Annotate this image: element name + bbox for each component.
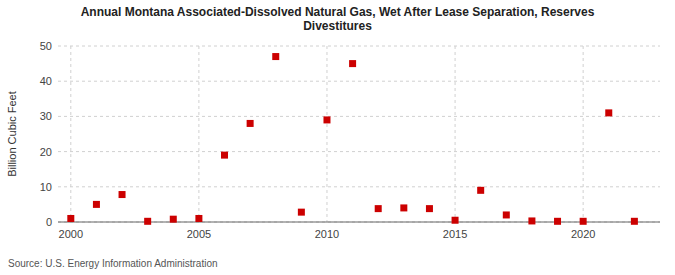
y-tick-label: 10 — [40, 181, 52, 193]
y-grid-line — [58, 116, 660, 117]
point — [631, 218, 638, 225]
point — [93, 201, 100, 208]
y-tick-label: 0 — [46, 216, 52, 228]
point — [272, 53, 279, 60]
x-tick-label: 2005 — [187, 228, 211, 240]
x-grid-line — [326, 46, 327, 222]
y-grid-line — [58, 151, 660, 152]
point — [426, 205, 433, 212]
y-grid-line — [58, 186, 660, 187]
title-line: Annual Montana Associated-Dissolved Natu… — [81, 5, 595, 19]
points — [67, 53, 638, 225]
y-grid-line — [58, 81, 660, 82]
y-tick-label: 30 — [40, 110, 52, 122]
point — [247, 120, 254, 127]
point — [119, 191, 126, 198]
point — [528, 217, 535, 224]
y-tick-label: 20 — [40, 146, 52, 158]
y-grid-line — [58, 46, 660, 47]
x-grid-line — [198, 46, 199, 222]
point — [221, 152, 228, 159]
point — [605, 109, 612, 116]
point — [375, 205, 382, 212]
point — [195, 215, 202, 222]
source: Source: U.S. Energy Information Administ… — [8, 258, 218, 269]
point — [400, 204, 407, 211]
point — [477, 187, 484, 194]
x-tick-label: 2020 — [571, 228, 595, 240]
point — [323, 116, 330, 123]
x-grid-line — [70, 46, 71, 222]
point — [170, 216, 177, 223]
x-grid-line — [583, 46, 584, 222]
point — [298, 209, 305, 216]
x-tick-label: 2000 — [59, 228, 83, 240]
x-tick-label: 2015 — [443, 228, 467, 240]
point — [452, 217, 459, 224]
point — [349, 60, 356, 67]
title: Annual Montana Associated-Dissolved Natu… — [81, 5, 595, 33]
y-axis-label: Billion Cubic Feet — [6, 91, 18, 177]
point — [503, 211, 510, 218]
y-tick-label: 40 — [40, 75, 52, 87]
x-grid-line — [455, 46, 456, 222]
point — [67, 215, 74, 222]
point — [554, 218, 561, 225]
title-line: Divestitures — [303, 19, 372, 33]
point — [144, 218, 151, 225]
y-tick-label: 50 — [40, 40, 52, 52]
background — [0, 0, 675, 275]
x-tick-label: 2010 — [315, 228, 339, 240]
point — [580, 218, 587, 225]
grid — [58, 46, 660, 222]
